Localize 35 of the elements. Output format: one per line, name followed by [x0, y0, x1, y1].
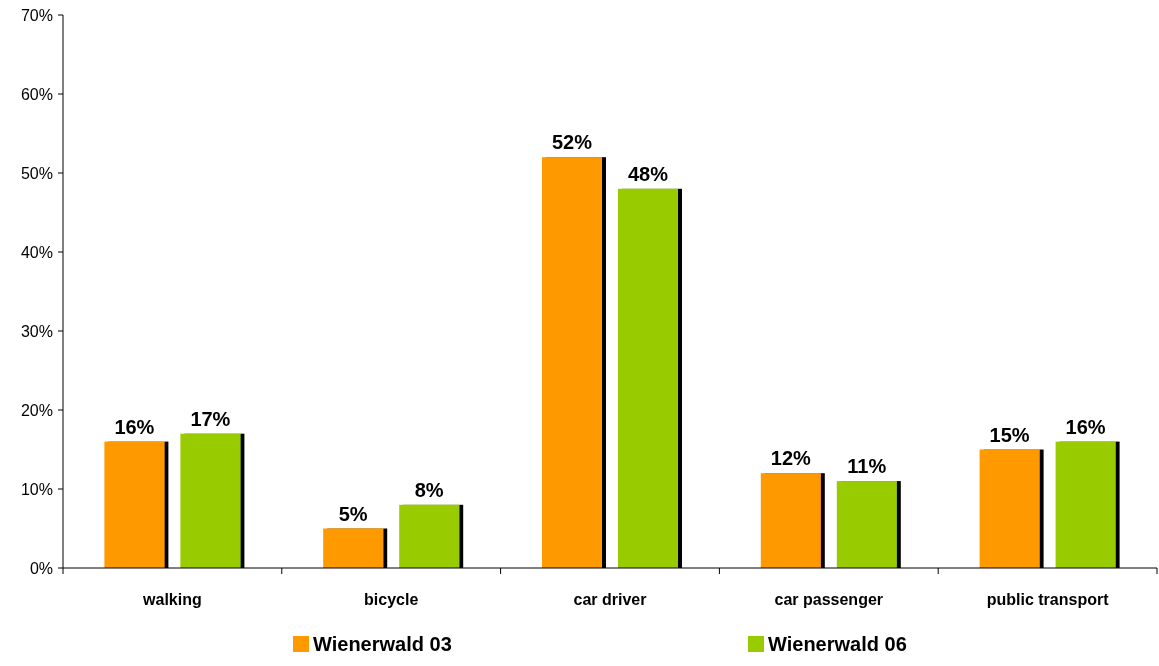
data-label: 5%: [338, 502, 368, 525]
bar: [180, 433, 241, 568]
bar: [323, 528, 384, 568]
data-label: 12%: [770, 447, 812, 470]
data-label: 15%: [989, 423, 1030, 446]
y-tick-label: 0%: [29, 559, 53, 577]
y-tick-label: 10%: [20, 480, 53, 498]
y-tick-label: 40%: [20, 243, 53, 261]
x-tick-label: car passenger: [774, 591, 884, 608]
data-label: 8%: [414, 478, 444, 501]
y-tick-label: 50%: [20, 164, 53, 182]
data-label: 17%: [190, 407, 231, 430]
x-tick-label: bicycle: [364, 591, 419, 608]
data-label: 16%: [114, 415, 155, 438]
data-label: 48%: [627, 162, 669, 185]
data-label: 11%: [847, 455, 887, 478]
bar: [979, 449, 1040, 568]
y-tick-label: 20%: [20, 401, 53, 419]
y-tick-label: 60%: [20, 85, 53, 103]
bar: [542, 157, 602, 568]
bar: [104, 441, 165, 568]
y-tick-label: 70%: [20, 6, 53, 24]
x-tick-label: walking: [142, 591, 202, 608]
x-tick-label: car driver: [573, 591, 647, 608]
bar: [836, 481, 897, 568]
bar: [618, 188, 678, 568]
legend-label: Wienerwald 03: [313, 633, 452, 655]
y-tick-label: 30%: [20, 322, 53, 340]
x-tick-label: public transport: [986, 591, 1110, 608]
legend-label: Wienerwald 06: [768, 633, 907, 655]
bar: [1055, 441, 1116, 568]
bar: [399, 504, 460, 568]
data-label: 16%: [1065, 415, 1106, 438]
data-label: 52%: [551, 131, 593, 154]
bar: [760, 473, 821, 568]
